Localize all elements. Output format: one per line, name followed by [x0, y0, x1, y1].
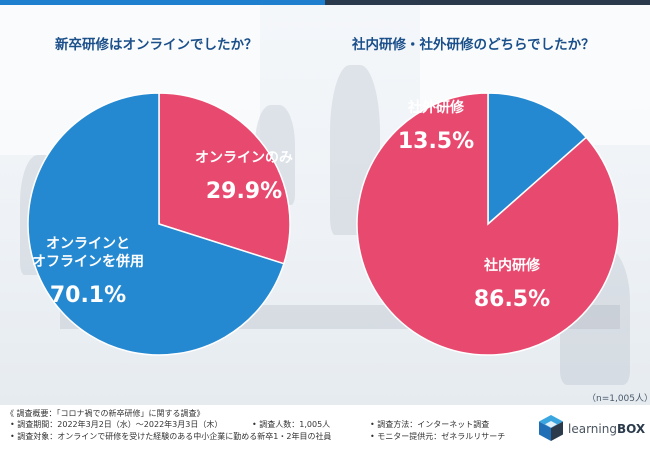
chart-title-online: 新卒研修はオンラインでしたか？ [55, 37, 258, 53]
survey-period: • 調査期間：2022年3月2日（水）～2022年3月3日（木） [10, 420, 223, 429]
slice-value-label: 13.5% [398, 129, 474, 154]
logo-prefix: learning [568, 422, 617, 436]
sample-size-note: （n=1,005人） [587, 394, 650, 404]
slice-value-label: 70.1% [50, 283, 126, 308]
survey-method: • 調査方法：インターネット調査 [370, 420, 490, 429]
pie-slice [356, 92, 620, 356]
survey-respondents: • 調査人数：1,005人 [252, 420, 331, 429]
top-accent-dark [325, 0, 650, 5]
slice-label: オンラインと [46, 236, 130, 252]
pie-slice [27, 92, 285, 356]
survey-overview-title: 《 調査概要：「コロナ禍での新卒研修」に関する調査》 [6, 409, 205, 418]
slice-label: オンラインのみ [195, 150, 293, 166]
logo-brand: BOX [616, 422, 646, 436]
slice-label: 社内研修 [483, 257, 541, 274]
top-accent-bar [0, 0, 650, 5]
slice-label: 社外研修 [407, 99, 465, 116]
chart-title-internal-external: 社内研修・社外研修のどちらでしたか？ [352, 37, 595, 53]
slice-value-label: 29.9% [206, 179, 282, 204]
logo-wordmark: learningBOX [568, 422, 645, 436]
survey-target: • 調査対象：オンラインで研修を受けた経験のある中小企業に勤める新卒1・2年目の… [10, 432, 332, 441]
pie-chart-internal-external: 社外研修 13.5% 社内研修 86.5% [356, 92, 620, 356]
pie-slice [487, 92, 588, 226]
slice-value-label: 86.5% [474, 287, 550, 312]
cube-logo-icon [539, 415, 563, 441]
pie-slice [158, 92, 291, 265]
survey-monitor: • モニター提供元：ゼネラルリサーチ [370, 432, 506, 441]
learningbox-logo: learningBOX [536, 411, 646, 445]
survey-footer: 《 調査概要：「コロナ禍での新卒研修」に関する調査》 • 調査期間：2022年3… [0, 405, 650, 450]
slice-label: オフラインを併用 [32, 253, 144, 270]
top-accent-blue [0, 0, 325, 5]
